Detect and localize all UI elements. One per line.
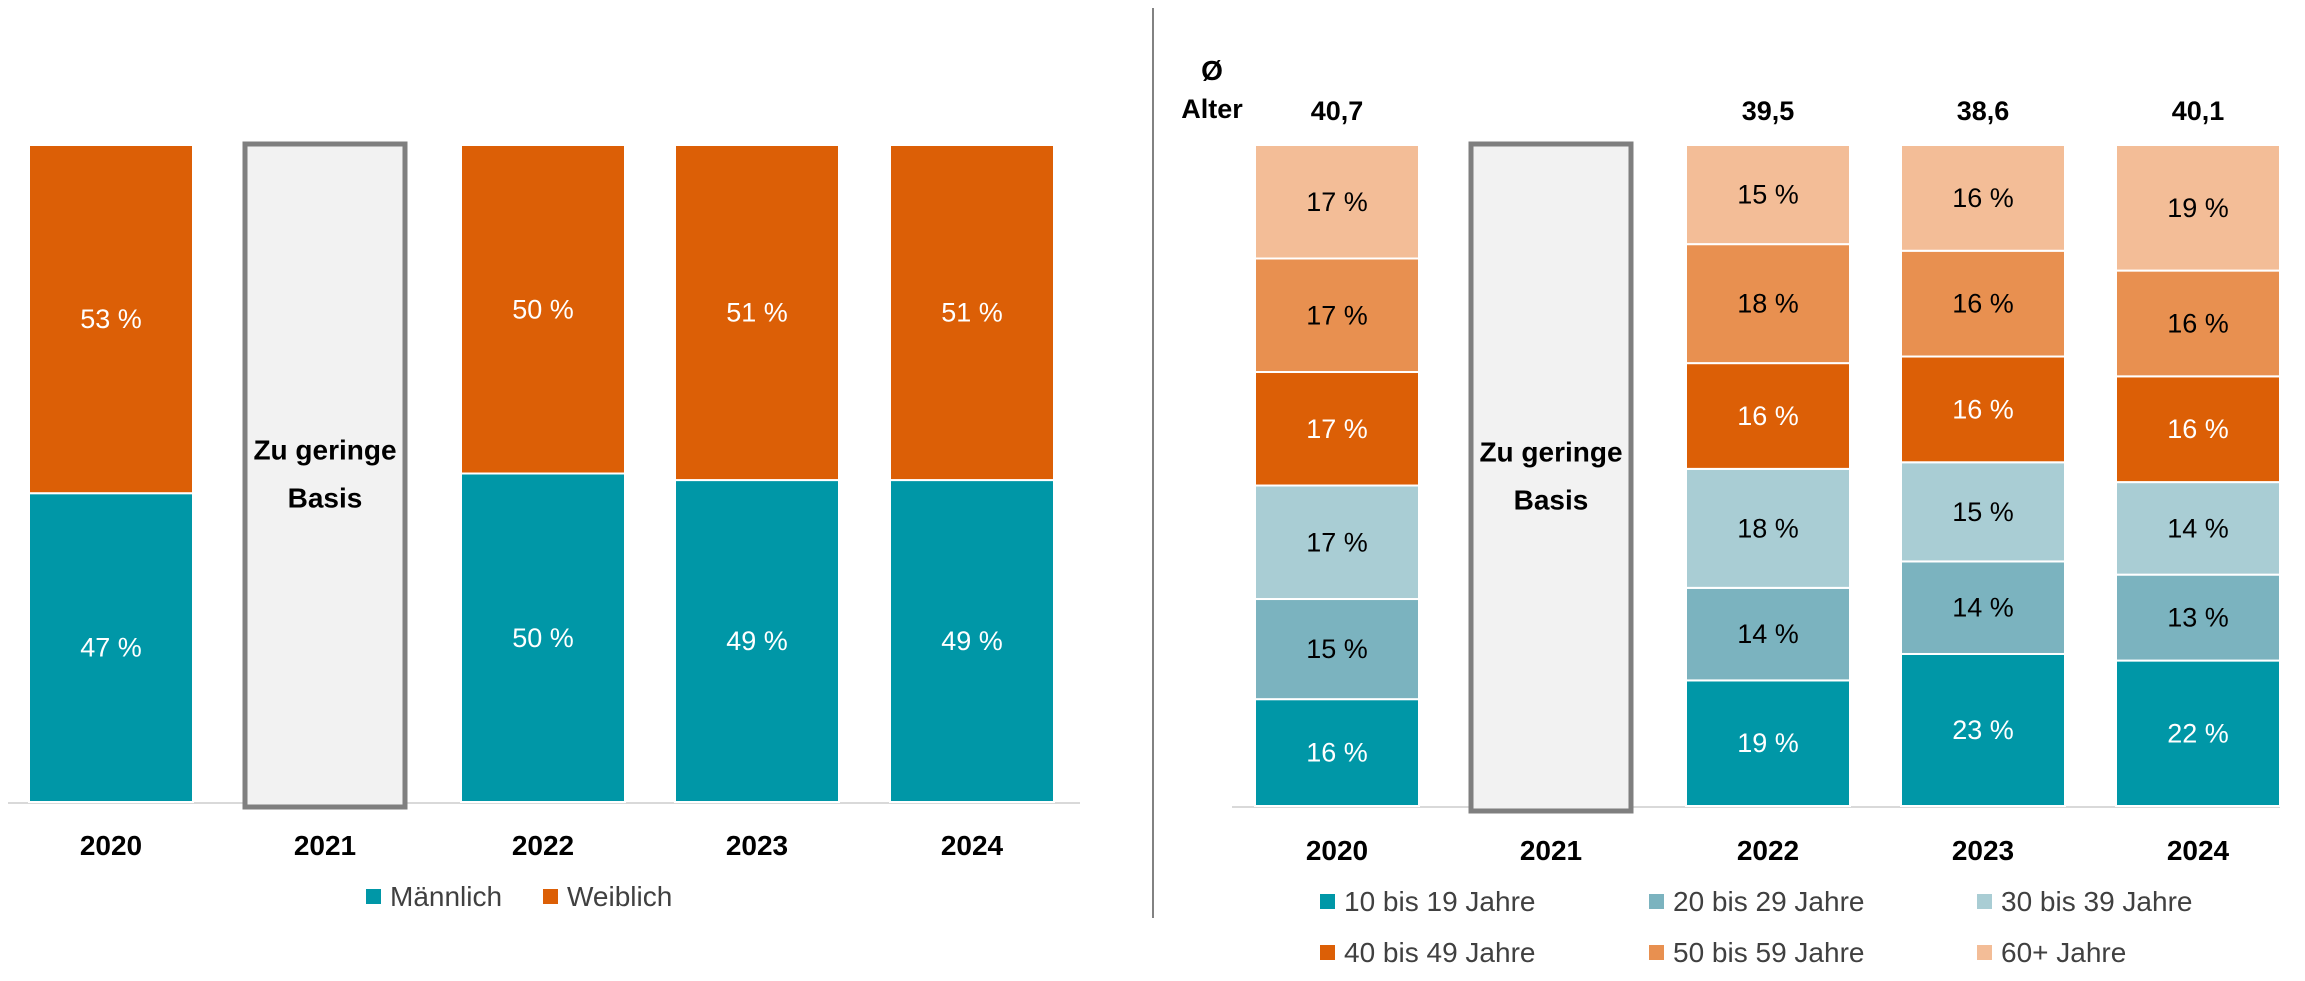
chart2-bar-segment — [1254, 371, 1420, 487]
chart1-data-label: 51 % — [726, 298, 788, 328]
chart2-bar-segment — [1685, 679, 1851, 807]
chart1-bar-segment — [28, 492, 194, 803]
chart2-bar-segment — [1900, 355, 2066, 464]
chart2-data-label: 22 % — [2167, 718, 2229, 748]
chart1-bar-segment — [889, 144, 1055, 482]
chart2-data-label: 16 % — [2167, 414, 2229, 444]
chart1-no-data-label-line2: Basis — [288, 483, 363, 514]
chart1-no-data-box — [242, 141, 408, 810]
chart2-legend-swatch — [1320, 894, 1335, 909]
chart1-data-label: 53 % — [80, 304, 142, 334]
chart2-no-data-label-line2: Basis — [1514, 485, 1589, 516]
chart1-legend-label: Weiblich — [567, 881, 672, 912]
chart1-data-label: 50 % — [512, 294, 574, 324]
chart2-bar-segment — [1254, 484, 1420, 601]
chart2-data-label: 15 % — [1952, 497, 2014, 527]
chart2-legend-swatch — [1977, 945, 1992, 960]
chart2-avg-age-label: 40,7 — [1311, 96, 1364, 126]
chart1-bar-segment — [889, 479, 1055, 803]
chart2-bar-segment — [1900, 144, 2066, 252]
chart2-data-label: 16 % — [1952, 289, 2014, 319]
chart2-legend-label: 60+ Jahre — [2001, 937, 2126, 968]
chart1-bar-segment — [28, 144, 194, 495]
chart2-legend-swatch — [1649, 945, 1664, 960]
chart1-data-label: 49 % — [941, 626, 1003, 656]
chart1-x-tick-label: 2024 — [941, 830, 1004, 861]
chart2-data-label: 17 % — [1306, 527, 1368, 557]
chart2-data-label: 19 % — [2167, 193, 2229, 223]
chart2-bar-segment — [2115, 573, 2281, 662]
chart1-legend-swatch — [366, 889, 381, 904]
chart2-avg-age-label: 39,5 — [1742, 96, 1795, 126]
chart2-avg-age-label: 38,6 — [1957, 96, 2010, 126]
chart1-x-tick-label: 2021 — [294, 830, 356, 861]
chart2-x-tick-label: 2021 — [1520, 835, 1582, 866]
chart2-x-tick-label: 2020 — [1306, 835, 1368, 866]
chart2-data-label: 14 % — [1737, 619, 1799, 649]
chart1-data-label: 49 % — [726, 626, 788, 656]
chart2-x-tick-label: 2024 — [2167, 835, 2230, 866]
chart2-data-label: 17 % — [1306, 414, 1368, 444]
chart2-data-label: 18 % — [1737, 513, 1799, 543]
avg-age-header-label: Alter — [1181, 94, 1243, 124]
chart1-data-label: 47 % — [80, 633, 142, 663]
chart1-bar-segment — [460, 472, 626, 803]
chart1-bar-segment — [674, 144, 840, 482]
avg-age-header-symbol: Ø — [1201, 55, 1223, 86]
chart2-avg-age-label: 40,1 — [2172, 96, 2225, 126]
chart2-legend-swatch — [1649, 894, 1664, 909]
chart2-no-data-label-line1: Zu geringe — [1479, 437, 1622, 468]
chart2-data-label: 17 % — [1306, 300, 1368, 330]
chart2-data-label: 16 % — [1737, 401, 1799, 431]
chart2-data-label: 16 % — [1306, 738, 1368, 768]
chart2-bar-segment — [1900, 560, 2066, 655]
chart2-data-label: 15 % — [1737, 180, 1799, 210]
chart2-data-label: 17 % — [1306, 187, 1368, 217]
chart2-bar-segment — [1685, 362, 1851, 470]
chart1-x-tick-label: 2023 — [726, 830, 788, 861]
chart2-data-label: 16 % — [1952, 183, 2014, 213]
chart2-x-tick-label: 2023 — [1952, 835, 2014, 866]
chart2-bar-segment — [1254, 698, 1420, 807]
chart2-bar-segment — [2115, 144, 2281, 272]
chart2-no-data-box — [1468, 141, 1634, 814]
chart1-bar-segment — [460, 144, 626, 475]
chart2-bar-segment — [1254, 144, 1420, 260]
chart2-bar-segment — [1685, 586, 1851, 682]
chart1-no-data-label-line1: Zu geringe — [253, 435, 396, 466]
chart2-bar-segment — [2115, 269, 2281, 378]
chart2-legend-label: 50 bis 59 Jahre — [1673, 937, 1864, 968]
chart2-data-label: 13 % — [2167, 603, 2229, 633]
chart2-bar-segment — [1254, 257, 1420, 374]
chart1-legend-label: Männlich — [390, 881, 502, 912]
chart1-bar-segment — [674, 479, 840, 803]
chart2-legend-label: 40 bis 49 Jahre — [1344, 937, 1535, 968]
chart1-data-label: 51 % — [941, 298, 1003, 328]
chart1-legend-swatch — [543, 889, 558, 904]
chart2-data-label: 16 % — [1952, 394, 2014, 424]
chart2-bar-segment — [1685, 243, 1851, 365]
chart2-x-tick-label: 2022 — [1737, 835, 1799, 866]
chart1-data-label: 50 % — [512, 623, 574, 653]
chart2-bar-segment — [1685, 467, 1851, 589]
chart2-legend-label: 10 bis 19 Jahre — [1344, 886, 1535, 917]
chart2-data-label: 14 % — [1952, 593, 2014, 623]
chart2-data-label: 14 % — [2167, 513, 2229, 543]
chart2-data-label: 23 % — [1952, 715, 2014, 745]
chart2-bar-segment — [2115, 481, 2281, 576]
chart2-data-label: 19 % — [1737, 728, 1799, 758]
chart1-x-tick-label: 2020 — [80, 830, 142, 861]
chart2-data-label: 18 % — [1737, 289, 1799, 319]
chart2-bar-segment — [1685, 144, 1851, 246]
chart2-legend-label: 20 bis 29 Jahre — [1673, 886, 1864, 917]
chart2-legend-label: 30 bis 39 Jahre — [2001, 886, 2192, 917]
chart2-data-label: 15 % — [1306, 634, 1368, 664]
chart2-legend-swatch — [1320, 945, 1335, 960]
chart2-data-label: 16 % — [2167, 308, 2229, 338]
chart2-legend-swatch — [1977, 894, 1992, 909]
chart1-x-tick-label: 2022 — [512, 830, 574, 861]
